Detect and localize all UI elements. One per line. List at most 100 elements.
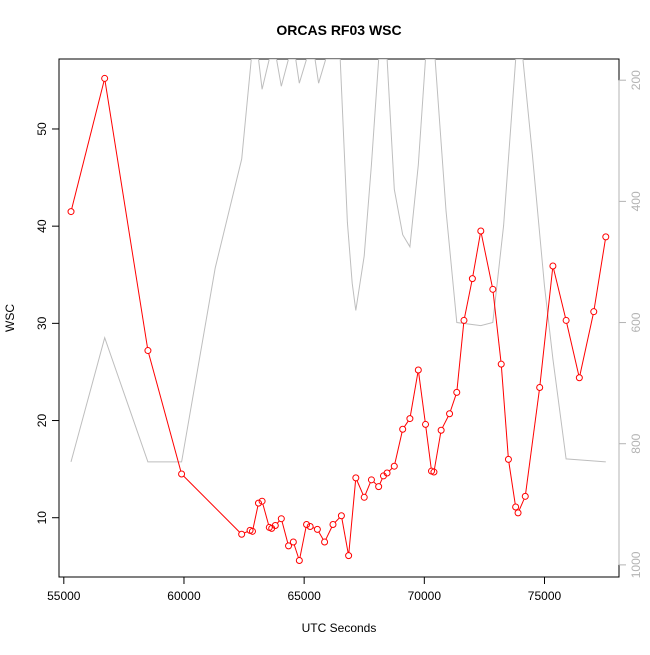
wsc-line-segment bbox=[294, 545, 298, 558]
wsc-line-segment bbox=[519, 499, 524, 510]
wsc-line-segment bbox=[72, 81, 104, 208]
wsc-line-segment bbox=[594, 240, 605, 309]
wsc-point bbox=[591, 309, 597, 315]
wsc-line-segment bbox=[567, 323, 579, 374]
y-axis-label: WSC bbox=[3, 304, 17, 332]
wsc-point bbox=[454, 389, 460, 395]
wsc-line-segment bbox=[319, 532, 323, 539]
wsc-point bbox=[368, 477, 374, 483]
wsc-point bbox=[330, 522, 336, 528]
pressure-series-line bbox=[71, 59, 606, 462]
wsc-point bbox=[296, 557, 302, 563]
x-axis-label: UTC Seconds bbox=[302, 621, 377, 635]
wsc-point bbox=[278, 516, 284, 522]
wsc-point bbox=[478, 228, 484, 234]
wsc-line-segment bbox=[509, 462, 515, 504]
wsc-line-segment bbox=[434, 433, 440, 469]
wsc-point bbox=[461, 317, 467, 323]
y-axis: 10 20 30 40 50 bbox=[35, 122, 59, 524]
wsc-point bbox=[400, 426, 406, 432]
right-tick-label: 600 bbox=[629, 312, 643, 332]
wsc-point bbox=[505, 456, 511, 462]
wsc-point bbox=[563, 317, 569, 323]
wsc-series bbox=[68, 75, 609, 563]
wsc-line-segment bbox=[481, 234, 492, 286]
wsc-line-segment bbox=[357, 481, 363, 495]
wsc-point bbox=[102, 75, 108, 81]
wsc-point bbox=[376, 484, 382, 490]
wsc-point bbox=[290, 539, 296, 545]
wsc-line-segment bbox=[501, 367, 508, 456]
wsc-point bbox=[469, 276, 475, 282]
wsc-line-segment bbox=[300, 527, 306, 557]
wsc-line-segment bbox=[149, 353, 181, 471]
wsc-point bbox=[239, 531, 245, 537]
wsc-line-segment bbox=[410, 373, 417, 416]
y-tick-label: 20 bbox=[35, 414, 49, 428]
wsc-point bbox=[338, 513, 344, 519]
wsc-point bbox=[550, 263, 556, 269]
wsc-line-segment bbox=[105, 81, 147, 347]
wsc-point bbox=[307, 523, 313, 529]
x-tick-label: 70000 bbox=[408, 589, 442, 603]
right-tick-label: 200 bbox=[629, 70, 643, 90]
y-tick-label: 40 bbox=[35, 219, 49, 233]
wsc-point bbox=[423, 421, 429, 427]
wsc-line-segment bbox=[554, 269, 566, 318]
y-tick-label: 30 bbox=[35, 316, 49, 330]
wsc-line-segment bbox=[263, 504, 269, 524]
wsc-point bbox=[447, 411, 453, 417]
wsc-line-segment bbox=[540, 269, 553, 385]
wsc-point bbox=[537, 384, 543, 390]
wsc-point bbox=[498, 361, 504, 367]
wsc-line-segment bbox=[326, 527, 332, 539]
wsc-line-segment bbox=[389, 468, 392, 471]
wsc-line-segment bbox=[365, 483, 370, 495]
wsc-point bbox=[490, 286, 496, 292]
wsc-point bbox=[179, 471, 185, 477]
wsc-point bbox=[603, 234, 609, 240]
wsc-point bbox=[314, 526, 320, 532]
chart-title: ORCAS RF03 WSC bbox=[276, 22, 401, 38]
wsc-point bbox=[255, 500, 261, 506]
wsc-line-segment bbox=[443, 416, 449, 427]
wsc-line-segment bbox=[451, 395, 456, 411]
wsc-point bbox=[515, 510, 521, 516]
right-tick-label: 1000 bbox=[629, 551, 643, 578]
wsc-line-segment bbox=[282, 522, 288, 543]
wsc-line-segment bbox=[184, 476, 240, 532]
pressure-series bbox=[71, 59, 606, 462]
wsc-point bbox=[322, 539, 328, 545]
wsc-point bbox=[513, 504, 519, 510]
x-tick-label: 75000 bbox=[528, 589, 562, 603]
wsc-line-segment bbox=[253, 506, 258, 528]
wsc-point bbox=[68, 209, 74, 215]
wsc-point bbox=[304, 522, 310, 528]
wsc-point bbox=[407, 416, 413, 422]
wsc-point bbox=[391, 463, 397, 469]
wsc-line-segment bbox=[374, 482, 377, 485]
y-tick-label: 50 bbox=[35, 122, 49, 136]
wsc-line-segment bbox=[380, 479, 382, 484]
wsc-point bbox=[346, 553, 352, 559]
x-tick-label: 55000 bbox=[47, 589, 81, 603]
wsc-line-segment bbox=[419, 373, 425, 421]
wsc-point bbox=[415, 367, 421, 373]
wsc-point bbox=[361, 494, 367, 500]
wsc-point bbox=[522, 493, 528, 499]
right-tick-label: 400 bbox=[629, 191, 643, 211]
wsc-line-segment bbox=[493, 292, 501, 361]
x-tick-label: 60000 bbox=[167, 589, 201, 603]
wsc-point bbox=[576, 375, 582, 381]
wsc-line-segment bbox=[465, 282, 472, 318]
wsc-line-segment bbox=[473, 234, 480, 276]
wsc-line-segment bbox=[526, 390, 540, 493]
wsc-point bbox=[145, 348, 151, 354]
wsc-line-segment bbox=[580, 315, 593, 375]
y-tick-label: 10 bbox=[35, 511, 49, 525]
wsc-point bbox=[259, 498, 265, 504]
wsc-line-segment bbox=[335, 518, 339, 522]
wsc-point bbox=[438, 427, 444, 433]
